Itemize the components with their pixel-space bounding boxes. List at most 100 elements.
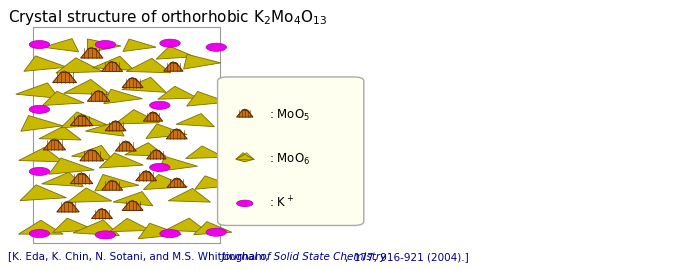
- Circle shape: [150, 101, 170, 109]
- Polygon shape: [19, 147, 63, 162]
- Polygon shape: [95, 90, 105, 95]
- Polygon shape: [242, 109, 250, 113]
- Polygon shape: [71, 146, 112, 160]
- Polygon shape: [147, 151, 166, 159]
- Polygon shape: [42, 91, 84, 106]
- Polygon shape: [143, 174, 188, 190]
- Circle shape: [237, 200, 253, 207]
- Polygon shape: [186, 146, 224, 158]
- Polygon shape: [158, 157, 197, 171]
- Polygon shape: [99, 208, 108, 213]
- FancyBboxPatch shape: [218, 77, 364, 225]
- Polygon shape: [122, 201, 143, 211]
- Polygon shape: [73, 220, 120, 236]
- Polygon shape: [92, 56, 135, 70]
- Circle shape: [29, 167, 50, 176]
- Polygon shape: [71, 174, 92, 184]
- Polygon shape: [129, 77, 139, 82]
- Polygon shape: [173, 129, 183, 133]
- Circle shape: [150, 163, 170, 171]
- Polygon shape: [99, 153, 143, 168]
- Circle shape: [206, 228, 226, 236]
- Polygon shape: [87, 92, 109, 101]
- Polygon shape: [52, 218, 95, 232]
- Circle shape: [160, 39, 180, 47]
- Polygon shape: [158, 86, 198, 99]
- Polygon shape: [16, 83, 59, 98]
- Text: : MoO$_5$: : MoO$_5$: [269, 107, 309, 123]
- Polygon shape: [71, 116, 92, 126]
- Polygon shape: [81, 49, 103, 58]
- Polygon shape: [105, 122, 126, 131]
- Polygon shape: [113, 192, 153, 206]
- Text: [K. Eda, K. Chin, N. Sotani, and M.S. Whittingham,: [K. Eda, K. Chin, N. Sotani, and M.S. Wh…: [8, 252, 272, 262]
- Polygon shape: [143, 170, 152, 175]
- Polygon shape: [146, 124, 187, 139]
- Polygon shape: [236, 153, 245, 159]
- Polygon shape: [20, 185, 67, 201]
- Polygon shape: [174, 178, 183, 182]
- Polygon shape: [65, 201, 75, 206]
- Polygon shape: [154, 149, 163, 154]
- Polygon shape: [167, 130, 187, 139]
- Polygon shape: [80, 151, 104, 161]
- Polygon shape: [122, 79, 143, 88]
- Polygon shape: [78, 114, 88, 119]
- Circle shape: [95, 231, 116, 239]
- Polygon shape: [156, 46, 194, 59]
- Polygon shape: [143, 113, 163, 121]
- Polygon shape: [129, 200, 139, 205]
- Circle shape: [206, 43, 226, 51]
- Polygon shape: [49, 158, 95, 174]
- Polygon shape: [61, 112, 107, 128]
- Polygon shape: [61, 71, 72, 76]
- Polygon shape: [109, 180, 118, 184]
- Polygon shape: [43, 39, 79, 52]
- Circle shape: [29, 40, 50, 49]
- Polygon shape: [164, 63, 183, 71]
- Text: ,  177, 916-921 (2004).]: , 177, 916-921 (2004).]: [345, 252, 469, 262]
- Polygon shape: [88, 149, 99, 154]
- Polygon shape: [136, 172, 156, 181]
- Polygon shape: [52, 72, 77, 83]
- Polygon shape: [86, 122, 124, 136]
- Polygon shape: [165, 218, 207, 232]
- Polygon shape: [187, 92, 228, 106]
- Polygon shape: [126, 58, 171, 73]
- Polygon shape: [95, 174, 139, 191]
- Polygon shape: [57, 202, 79, 212]
- Polygon shape: [18, 220, 63, 234]
- Polygon shape: [167, 179, 186, 187]
- Polygon shape: [39, 126, 81, 140]
- Text: : K$^+$: : K$^+$: [269, 196, 294, 211]
- Polygon shape: [109, 218, 151, 232]
- Polygon shape: [78, 173, 88, 177]
- Polygon shape: [237, 110, 253, 117]
- Polygon shape: [102, 181, 122, 190]
- Polygon shape: [171, 62, 180, 66]
- Polygon shape: [236, 154, 254, 162]
- Polygon shape: [195, 176, 233, 189]
- Polygon shape: [115, 110, 159, 124]
- Circle shape: [29, 105, 50, 113]
- Polygon shape: [41, 172, 84, 187]
- Polygon shape: [123, 39, 156, 52]
- Polygon shape: [24, 56, 67, 71]
- Polygon shape: [184, 54, 221, 69]
- Polygon shape: [168, 188, 210, 202]
- Polygon shape: [245, 153, 254, 159]
- Polygon shape: [122, 141, 132, 145]
- Polygon shape: [122, 77, 166, 92]
- Polygon shape: [138, 223, 182, 239]
- FancyBboxPatch shape: [33, 27, 220, 243]
- Polygon shape: [124, 143, 166, 156]
- Polygon shape: [88, 47, 99, 52]
- Polygon shape: [102, 62, 122, 72]
- Polygon shape: [51, 139, 61, 144]
- Polygon shape: [87, 39, 121, 53]
- Polygon shape: [194, 222, 232, 235]
- Polygon shape: [104, 89, 142, 104]
- Polygon shape: [56, 58, 103, 73]
- Polygon shape: [150, 112, 159, 116]
- Circle shape: [29, 230, 50, 238]
